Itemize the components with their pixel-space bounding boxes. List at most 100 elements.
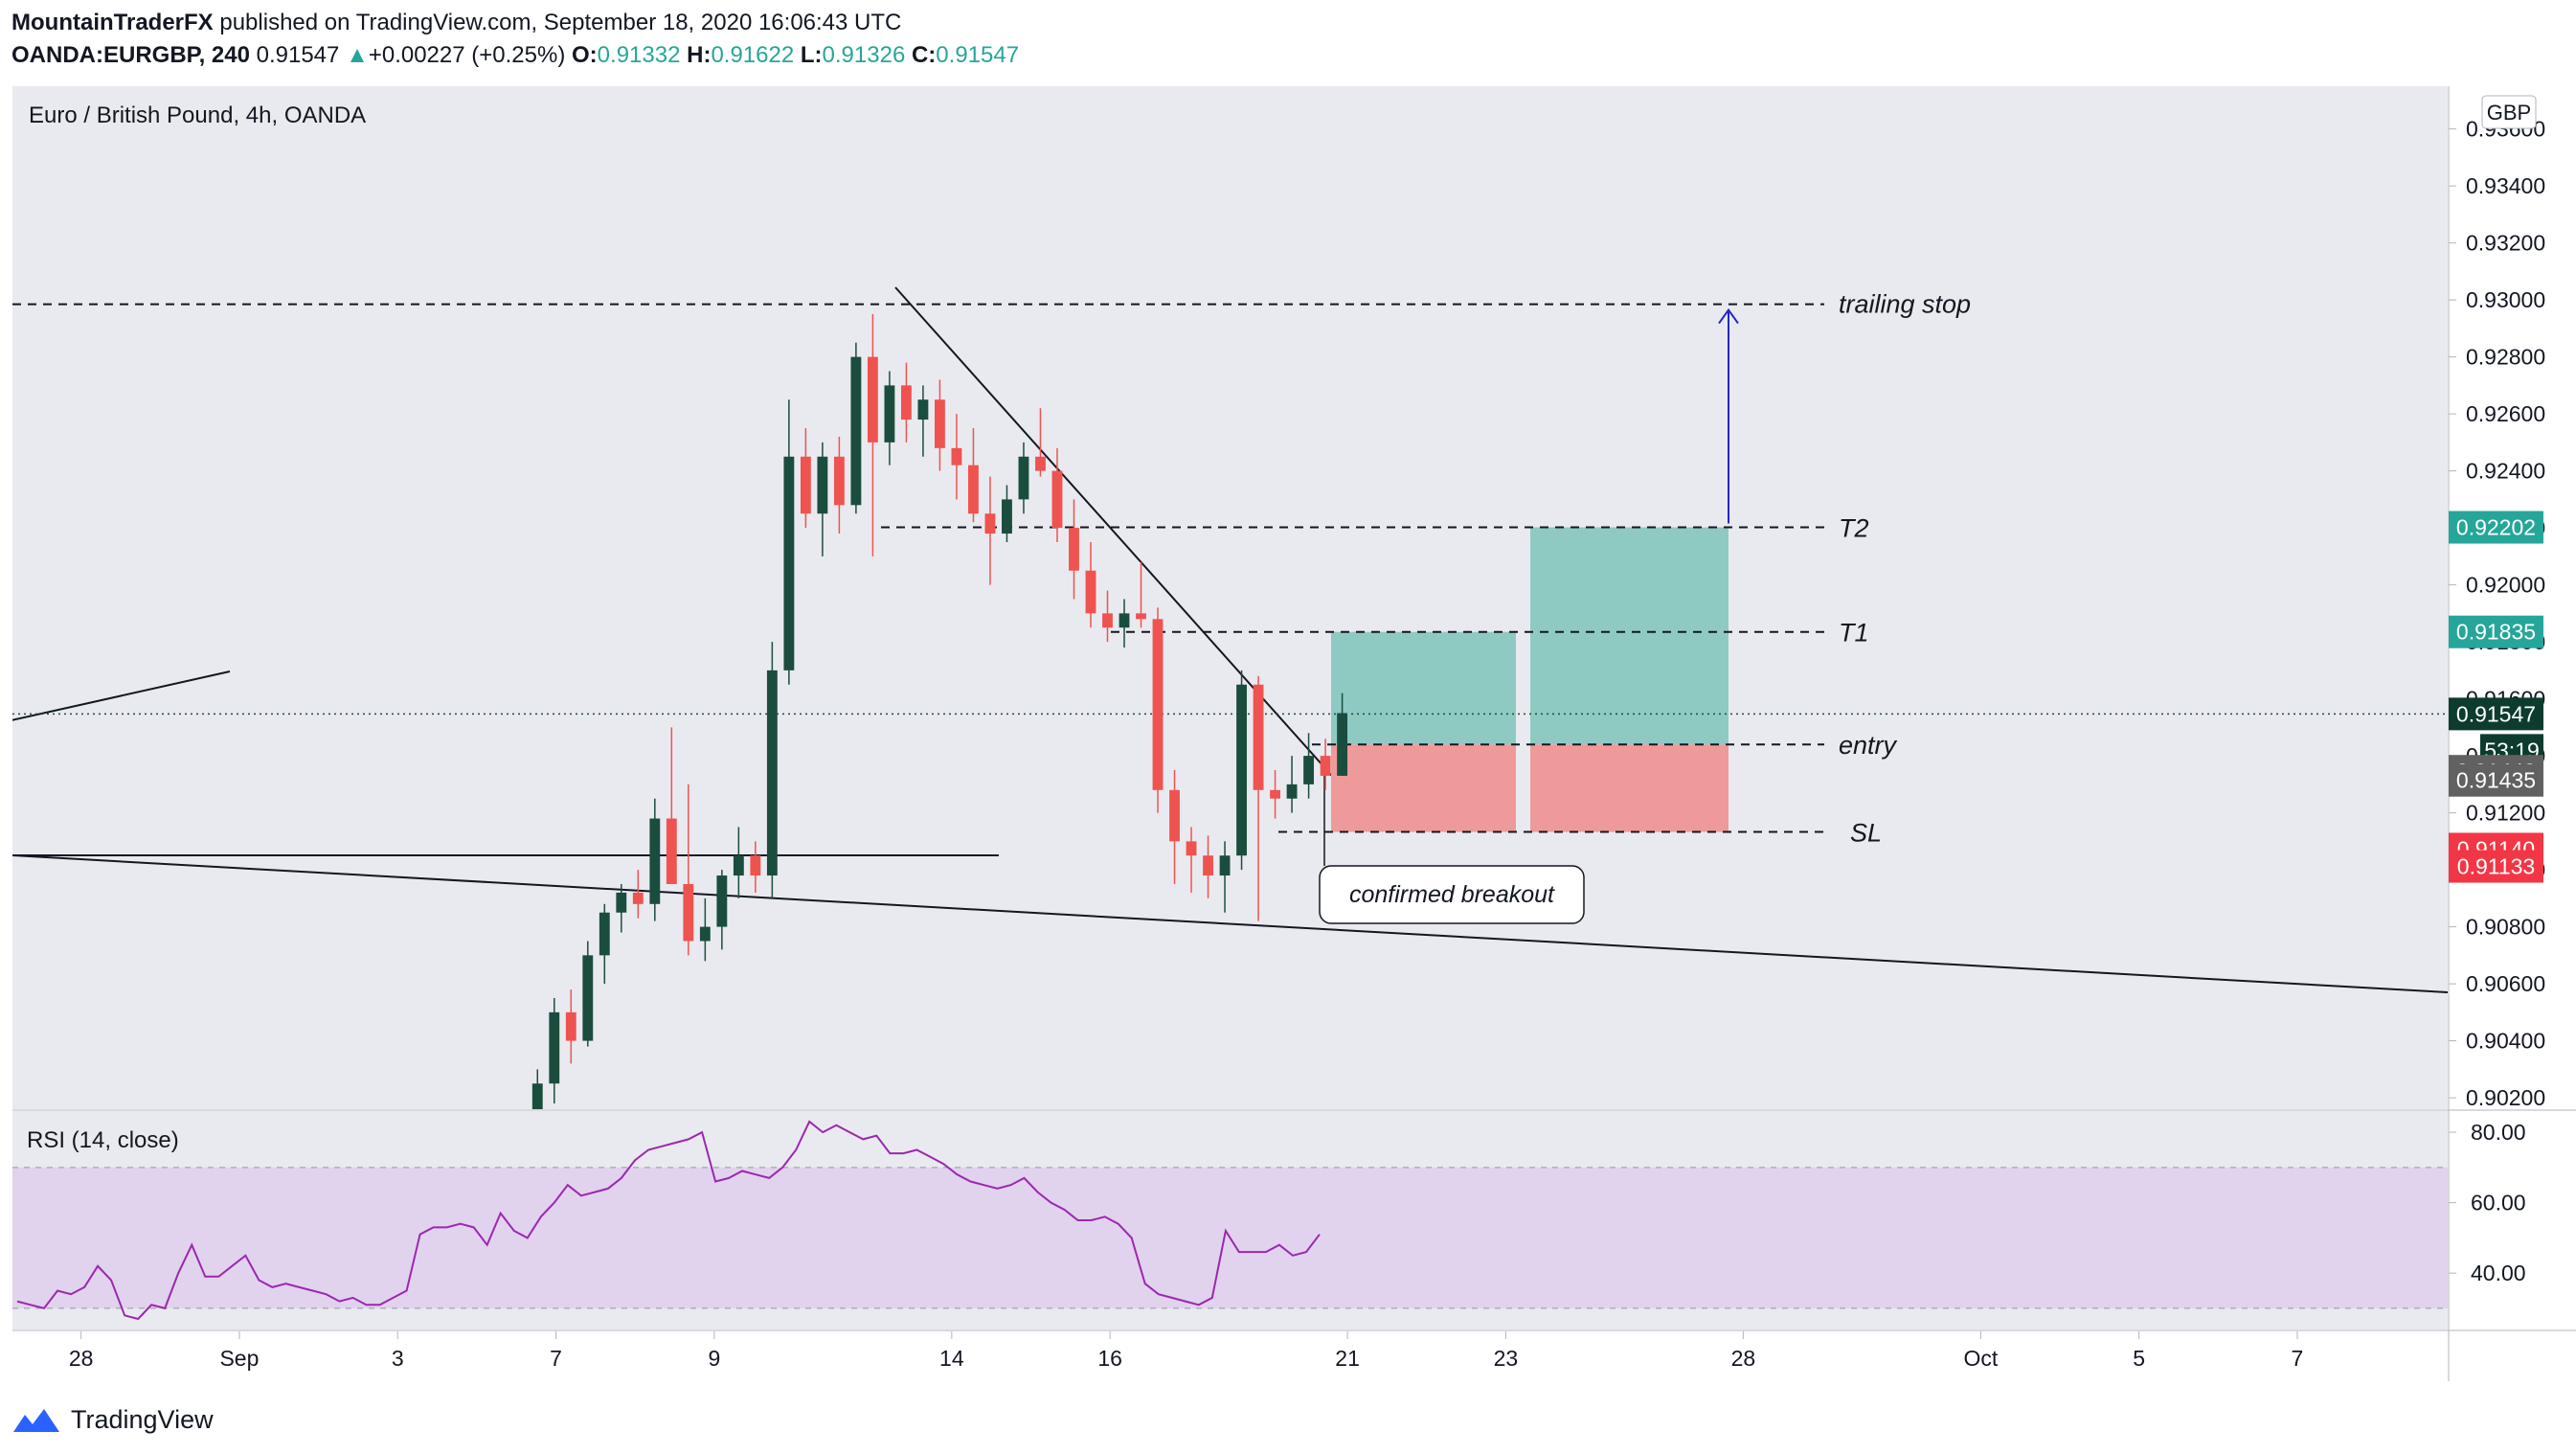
author-name[interactable]: MountainTraderFX xyxy=(11,10,214,35)
candle xyxy=(1152,607,1164,813)
callout-text: confirmed breakout xyxy=(1349,881,1555,908)
candle xyxy=(1069,499,1079,600)
price-label-text: 0.91133 xyxy=(2457,854,2535,879)
candle-body xyxy=(817,456,828,514)
brand-name[interactable]: TradingView xyxy=(71,1404,214,1434)
candle-body xyxy=(1035,456,1046,471)
candle xyxy=(616,883,627,933)
rsi-tick-label: 60.00 xyxy=(2471,1191,2526,1215)
candle-body xyxy=(1152,619,1164,790)
candle-body xyxy=(632,892,644,904)
candle-body xyxy=(1186,841,1197,856)
high-value: 0.91622 xyxy=(711,42,795,68)
candle xyxy=(1085,541,1096,628)
candle-body xyxy=(733,855,744,876)
currency-label: GBP xyxy=(2487,101,2531,125)
candle xyxy=(1051,447,1063,542)
candle-body xyxy=(1303,756,1315,784)
candle-body xyxy=(867,356,878,443)
t2-label: T2 xyxy=(1839,514,1869,543)
candle xyxy=(984,476,996,585)
ohlc-bar: OANDA:EURGBP, 240 0.91547 ▲+0.00227 (+0.… xyxy=(11,38,1019,73)
candle xyxy=(1136,561,1146,628)
price-label-tag xyxy=(2449,511,2543,544)
candle xyxy=(766,642,778,898)
candle-body xyxy=(968,465,979,514)
candle xyxy=(884,371,895,466)
trend-line-left xyxy=(12,670,231,721)
candle xyxy=(549,997,560,1104)
candle xyxy=(1219,841,1231,913)
candle xyxy=(716,870,728,950)
price-label-tag xyxy=(2449,697,2543,731)
candle-body xyxy=(599,912,610,956)
time-tick-label: 16 xyxy=(1097,1346,1122,1371)
currency-badge xyxy=(2481,95,2537,129)
time-tick-label: 23 xyxy=(1494,1346,1519,1371)
candle-body xyxy=(1136,613,1146,620)
candle-body xyxy=(1018,456,1029,500)
price-label-tag xyxy=(2449,763,2543,797)
time-tick-label: 28 xyxy=(69,1346,94,1371)
candle-body xyxy=(783,456,795,670)
time-tick-label: 5 xyxy=(2133,1346,2145,1371)
symbol-label[interactable]: OANDA:EURGBP, 240 xyxy=(11,42,250,68)
candle-body xyxy=(666,818,677,884)
time-tick-label: 14 xyxy=(939,1346,964,1371)
candle-body xyxy=(1069,528,1079,571)
time-tick-label: Oct xyxy=(1963,1346,1998,1371)
candle-body xyxy=(766,670,778,876)
candle-body xyxy=(1337,713,1348,776)
risk-box-t1 xyxy=(1331,744,1516,832)
candle-body xyxy=(531,1083,543,1109)
close-label: C: xyxy=(911,42,937,68)
candle xyxy=(1102,590,1113,643)
candle-body xyxy=(1002,499,1012,534)
candle-body xyxy=(699,926,711,942)
reward-box-t1 xyxy=(1331,631,1516,745)
candle xyxy=(649,798,661,921)
candle-body xyxy=(683,883,694,942)
candle-body xyxy=(1286,784,1298,799)
open-value: 0.91332 xyxy=(597,42,681,68)
price-label-text: 0.92202 xyxy=(2456,515,2536,540)
candle-body xyxy=(1253,684,1264,790)
price-tick-label: 0.93400 xyxy=(2466,173,2545,198)
candle xyxy=(968,427,979,523)
candle xyxy=(565,989,576,1064)
publish-info: published on TradingView.com, September … xyxy=(219,10,902,35)
price-tick-label: 0.92000 xyxy=(2466,573,2545,598)
candle xyxy=(1002,485,1012,542)
tradingview-logo-icon[interactable] xyxy=(11,1405,61,1434)
candle-body xyxy=(1102,613,1113,628)
callout-box xyxy=(1319,865,1585,924)
candle-body xyxy=(582,955,594,1041)
price-tick-label: 0.92600 xyxy=(2466,401,2545,426)
candle-body xyxy=(716,875,728,927)
candle-body xyxy=(1320,756,1331,776)
time-tick-label: 21 xyxy=(1335,1346,1360,1371)
main-plot xyxy=(12,286,2448,1109)
candle-body xyxy=(1119,613,1130,628)
time-tick-label: 9 xyxy=(708,1346,720,1371)
risk-box-t2 xyxy=(1530,744,1729,832)
candle xyxy=(1320,738,1331,790)
candle xyxy=(1303,733,1315,799)
candle xyxy=(1186,827,1197,893)
price-label-tag xyxy=(2449,850,2543,883)
candle xyxy=(1270,769,1280,819)
price-label-text: 0.91835 xyxy=(2456,620,2536,645)
candle xyxy=(1236,670,1247,871)
candle xyxy=(800,427,811,529)
candle xyxy=(833,436,845,534)
candle-body xyxy=(850,356,862,506)
candle-body xyxy=(616,892,627,913)
publish-header: MountainTraderFX published on TradingVie… xyxy=(11,6,901,40)
rsi-tick-label: 40.00 xyxy=(2471,1261,2526,1285)
candle-body xyxy=(1270,789,1280,799)
candle xyxy=(1119,599,1130,648)
candle-body xyxy=(935,399,945,448)
time-tick-label: Sep xyxy=(219,1346,259,1371)
price-label-text: 0.91547 xyxy=(2456,701,2536,726)
